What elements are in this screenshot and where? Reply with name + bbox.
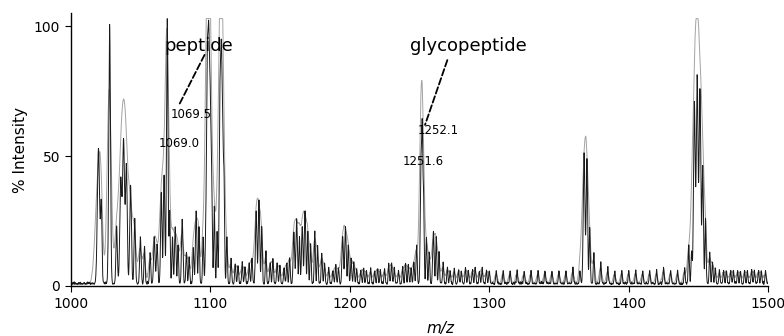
Text: peptide: peptide [165,37,234,55]
Text: 1252.1: 1252.1 [418,124,459,136]
Text: 1069.5: 1069.5 [171,108,212,121]
Text: glycopeptide: glycopeptide [410,37,527,55]
Y-axis label: % Intensity: % Intensity [13,107,28,193]
Text: 1069.0: 1069.0 [158,136,199,150]
Text: 1251.6: 1251.6 [403,155,444,168]
X-axis label: m/z: m/z [426,321,455,336]
